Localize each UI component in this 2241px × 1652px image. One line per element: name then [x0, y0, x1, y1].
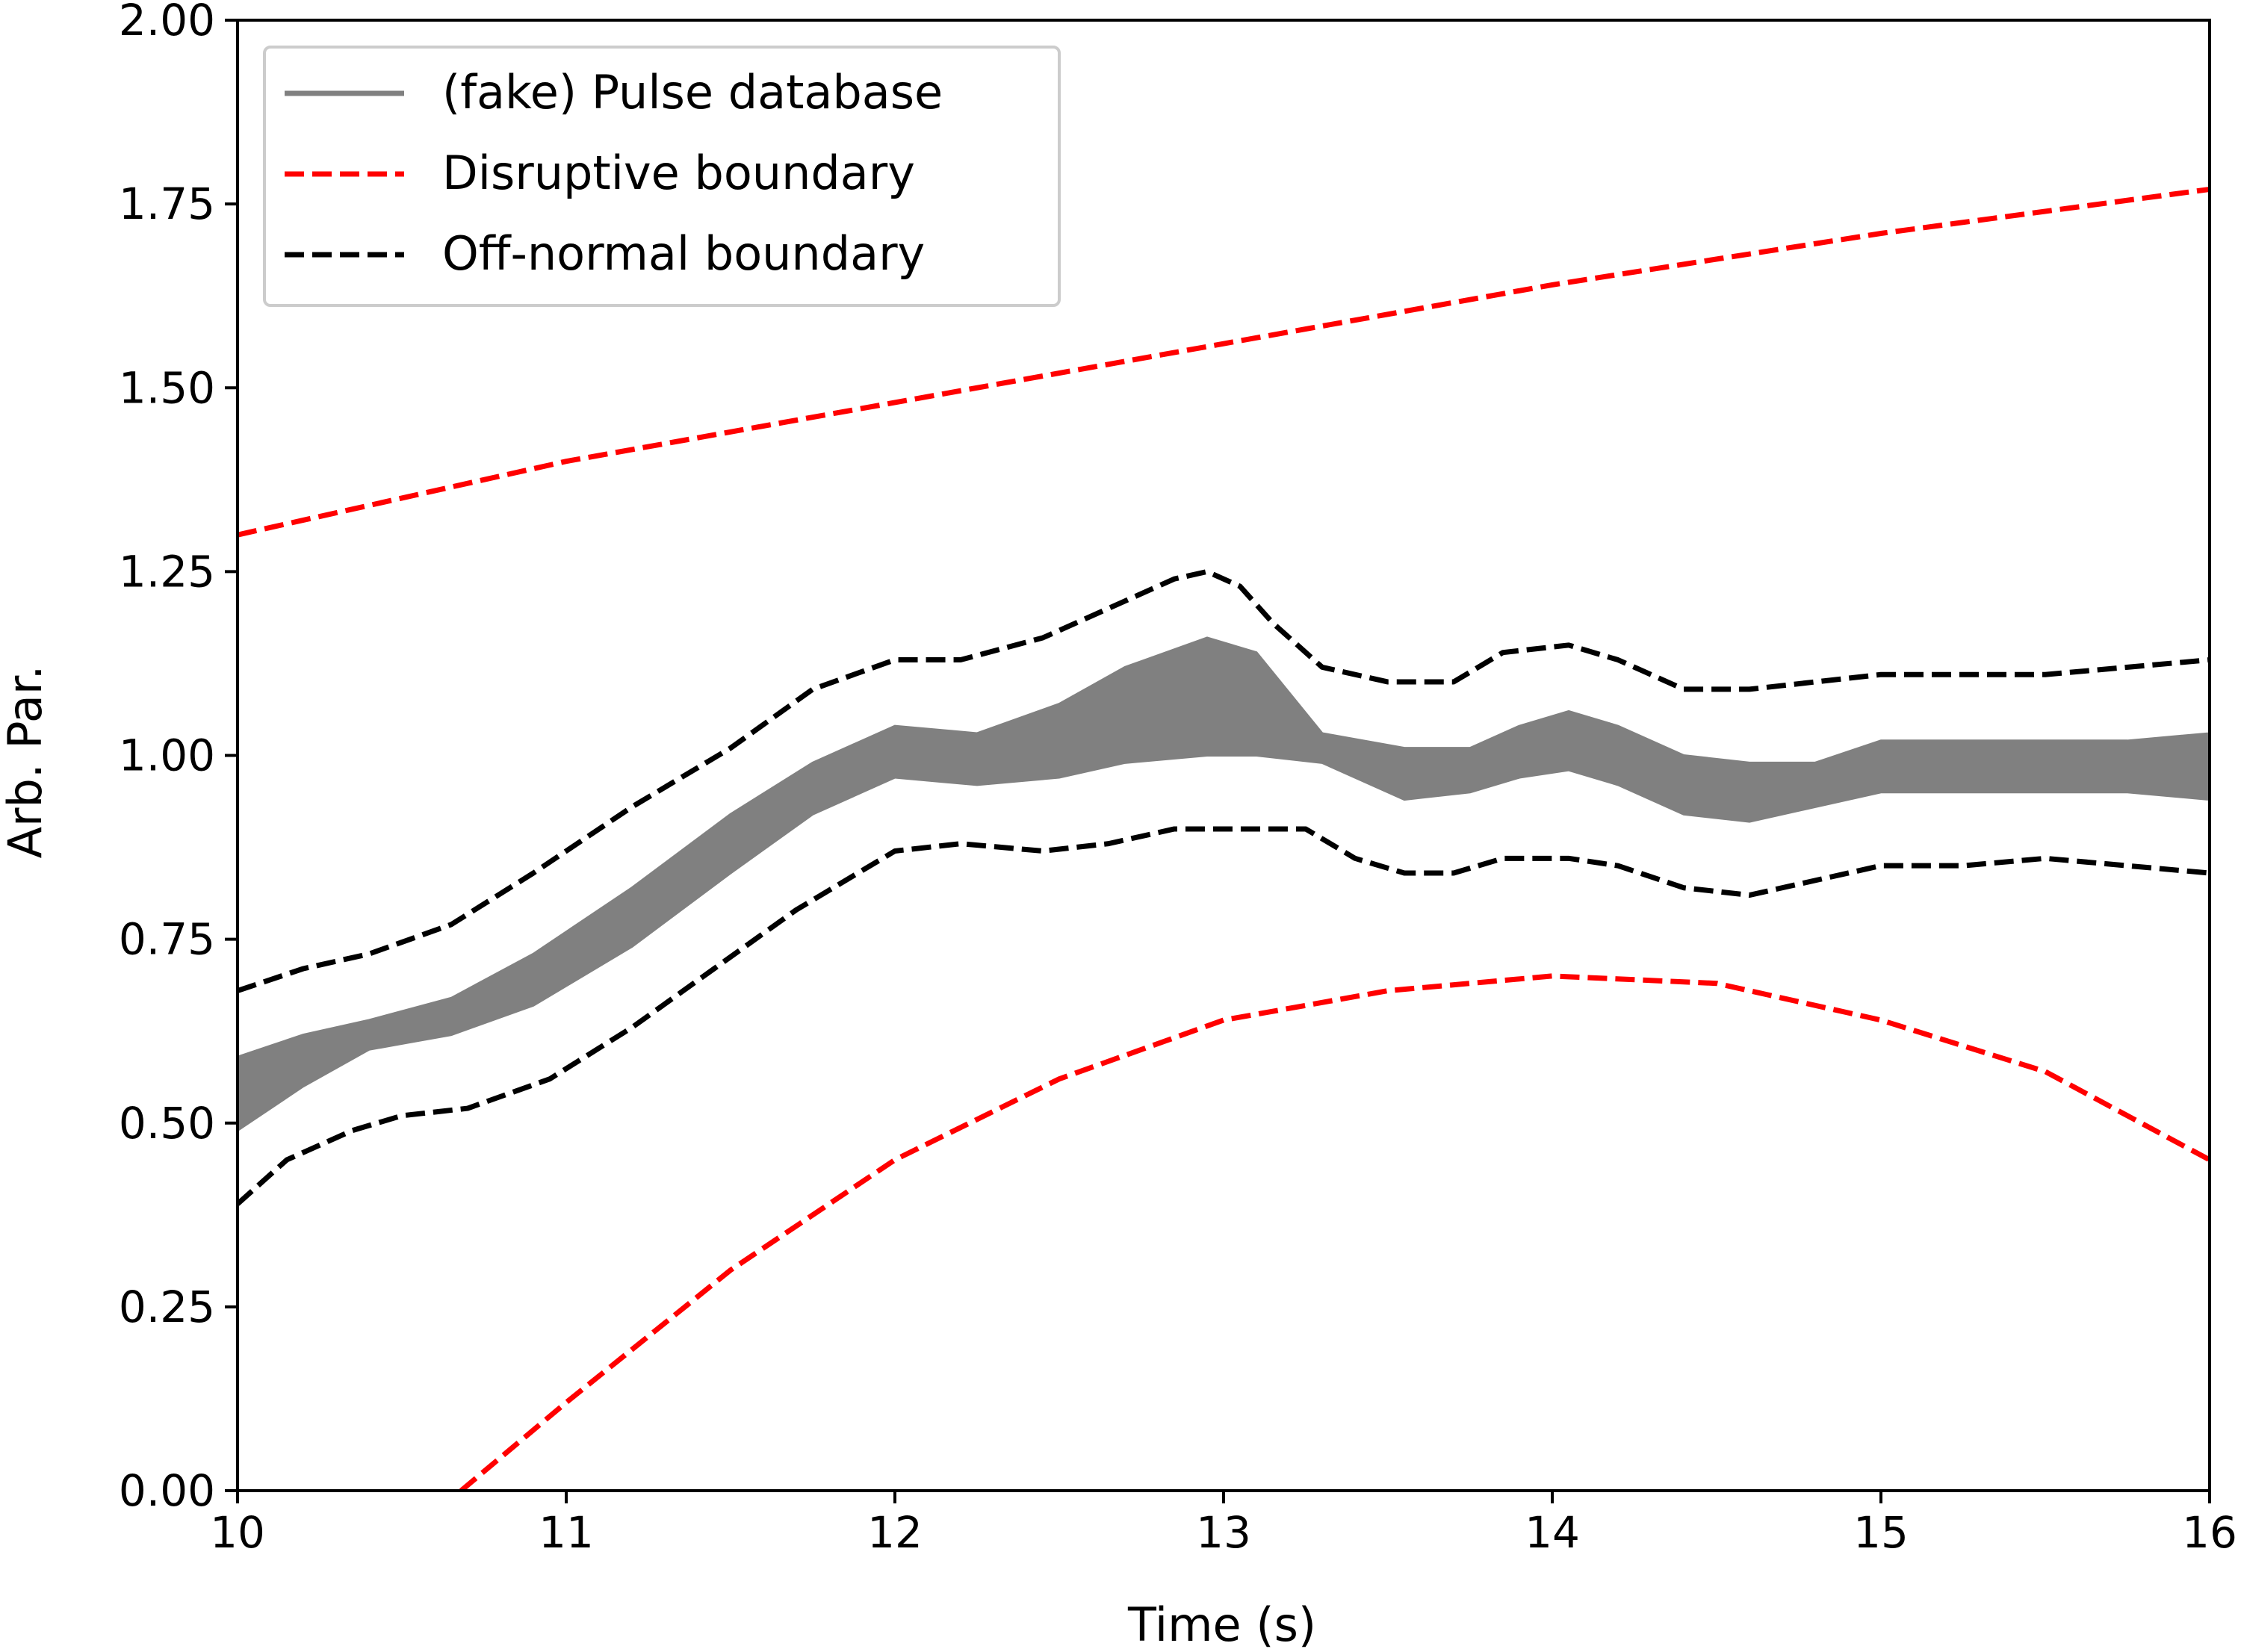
x-axis-label: Time (s)	[1127, 1597, 1316, 1652]
x-tick-label: 16	[2182, 1507, 2237, 1558]
legend-box	[263, 46, 1061, 307]
axes: 10 11 12 13 14 15 16 0.00 0.25 0.50 0.75 1.00 1.25 1.…	[119, 0, 2237, 1558]
series-line-disruptive-boundary	[238, 186, 2210, 538]
x-tick-label: 12	[867, 1507, 923, 1558]
legend-label: (fake) Pulse database	[442, 65, 943, 119]
y-tick-label: 1.75	[119, 178, 215, 229]
series-line-disruptive-boundary-lower	[459, 973, 2210, 1491]
x-tick-label: 13	[1196, 1507, 1251, 1558]
x-tick-label: 15	[1853, 1507, 1909, 1558]
x-tick-label: 14	[1525, 1507, 1580, 1558]
y-tick-label: 1.25	[119, 546, 215, 597]
plot-area	[238, 186, 2210, 1491]
series-line-off-normal-boundary-lower	[238, 826, 2210, 1206]
y-tick-label: 0.25	[119, 1282, 215, 1332]
legend-label: Disruptive boundary	[442, 146, 915, 200]
y-tick-label: 1.00	[119, 730, 215, 781]
y-tick-label: 0.75	[119, 914, 215, 965]
y-tick-label: 0.00	[119, 1465, 215, 1516]
y-tick-label: 0.50	[119, 1098, 215, 1149]
x-tick-label: 10	[210, 1507, 265, 1558]
legend-label: Off-normal boundary	[442, 226, 925, 281]
series-line-off-normal-boundary-upper	[238, 568, 2210, 993]
legend: (fake) Pulse database Disruptive boundary…	[263, 46, 1061, 307]
series-band-fake-pulse-database	[238, 636, 2210, 1132]
y-tick-label: 1.50	[119, 362, 215, 413]
y-axis-label: Arb. Par.	[0, 665, 52, 859]
y-tick-label: 2.00	[119, 0, 215, 46]
x-tick-label: 11	[539, 1507, 594, 1558]
